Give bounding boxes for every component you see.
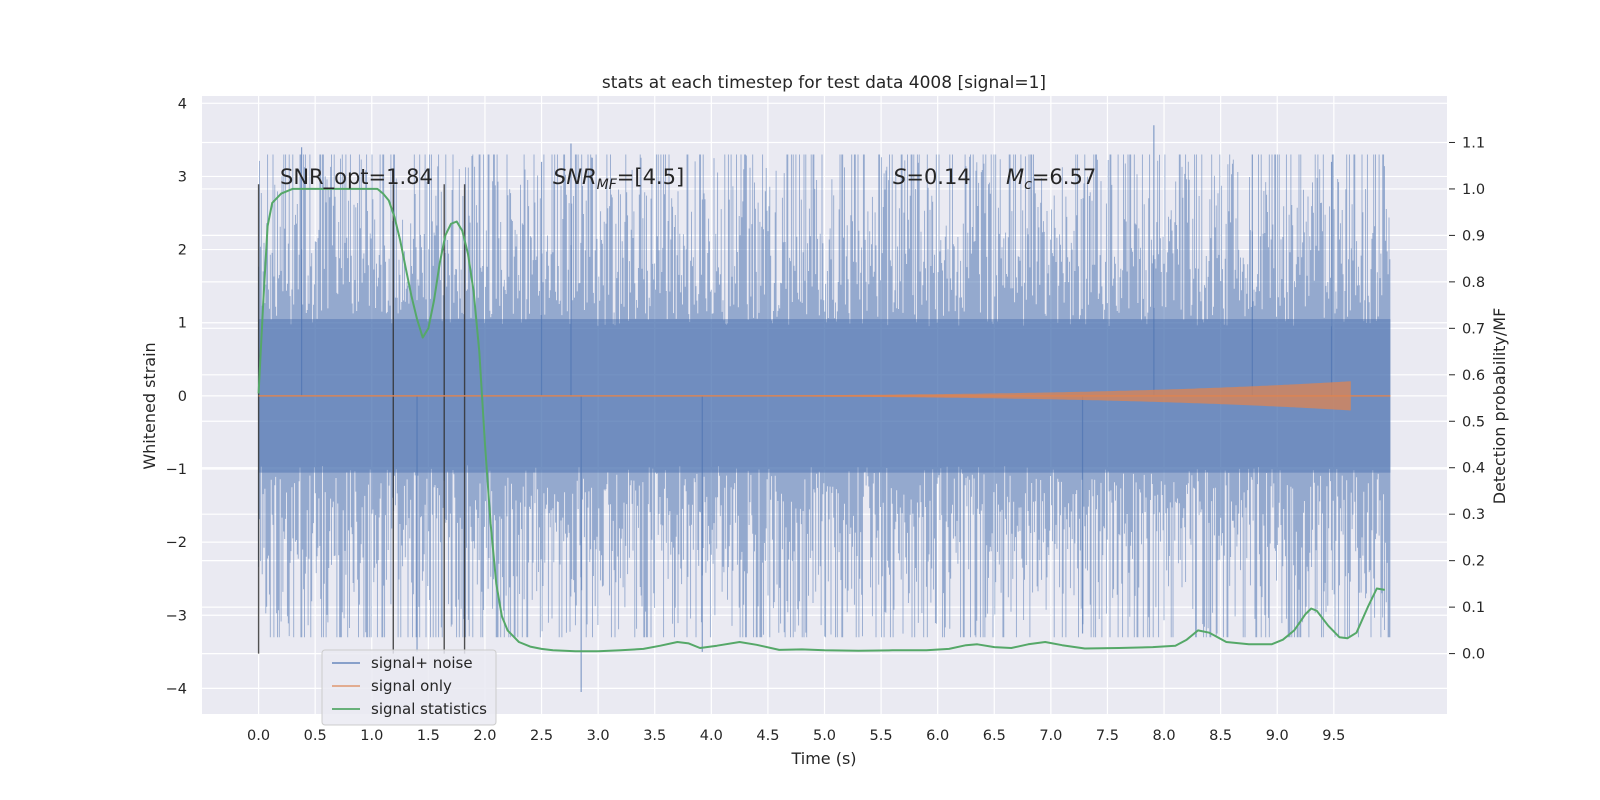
s-annotation: S=0.14 (893, 165, 971, 189)
snr-mf-value: =[4.5] (617, 165, 684, 189)
snr-opt-annotation: SNR_opt=1.84 (280, 165, 433, 190)
x-tick-label: 0.0 (247, 728, 270, 744)
annotations: SNR_opt=1.84 SNRMF=[4.5] S=0.14 Mc=6.57 (280, 165, 1096, 193)
x-tick-label: 6.0 (926, 728, 949, 744)
y-tick-label: 1 (178, 316, 187, 332)
x-tick-label: 5.5 (870, 728, 893, 744)
chirp-envelope (258, 381, 1351, 411)
x-tick-label: 5.0 (813, 728, 836, 744)
x-tick-label: 9.0 (1266, 728, 1289, 744)
y-tick-label: −2 (166, 535, 187, 551)
snr-mf-symbol: SNR (553, 165, 597, 189)
x-tick-label: 9.5 (1322, 728, 1345, 744)
x-tick-label: 2.5 (530, 728, 553, 744)
y-axis-label: Whitened strain (140, 342, 159, 469)
snr-mf-annotation: SNRMF=[4.5] (553, 165, 684, 193)
chart-title: stats at each timestep for test data 400… (602, 73, 1046, 93)
y2-axis-label: Detection probability/MF (1490, 308, 1509, 505)
signal-only-series (258, 381, 1391, 411)
y-tick-label: 3 (178, 169, 187, 185)
x-tick-label: 8.5 (1209, 728, 1232, 744)
y2-tick-label: 0.2 (1462, 554, 1485, 570)
y-tick-label: −3 (166, 608, 187, 624)
y-axis-ticks: 4 3 2 1 0 −1 −2 −3 −4 (166, 96, 187, 697)
y-tick-label: 0 (178, 389, 187, 405)
y2-tick-label: 0.7 (1462, 321, 1485, 337)
legend-box (321, 649, 497, 726)
legend-label-signal-only: signal only (371, 677, 452, 695)
y2-tick-label: 0.6 (1462, 368, 1485, 384)
y2-tick-label: 0.8 (1462, 275, 1485, 291)
legend-label-signal-statistics: signal statistics (371, 700, 487, 718)
y2-tick-label: 0.0 (1462, 647, 1485, 663)
x-tick-label: 7.5 (1096, 728, 1119, 744)
y-tick-label: 4 (178, 96, 187, 112)
y-tick-label: 2 (178, 243, 187, 259)
x-tick-label: 3.0 (587, 728, 610, 744)
mc-value: =6.57 (1032, 165, 1096, 189)
x-tick-label: 2.0 (473, 728, 496, 744)
signal-statistics-series (257, 187, 1385, 653)
legend: signal+ noise signal only signal statist… (321, 649, 497, 726)
vertical-marker-lines (257, 184, 466, 654)
y2-axis-ticks: 1.1 1.0 0.9 0.8 0.7 0.6 0.5 0.4 0.3 0.2 0.1 0.0 (1449, 135, 1485, 663)
s-symbol: S (893, 165, 906, 189)
x-tick-label: 4.0 (700, 728, 723, 744)
x-tick-label: 4.5 (756, 728, 779, 744)
x-tick-label: 8.0 (1153, 728, 1176, 744)
legend-label-noise: signal+ noise (371, 654, 473, 672)
s-value: =0.14 (906, 165, 970, 189)
y2-tick-label: 1.0 (1462, 182, 1485, 198)
y2-tick-label: 0.4 (1462, 461, 1485, 477)
mc-symbol: M (1006, 165, 1024, 189)
mc-annotation: Mc=6.57 (1006, 165, 1096, 193)
x-tick-label: 1.5 (417, 728, 440, 744)
y2-tick-label: 1.1 (1462, 135, 1485, 151)
mc-subscript: c (1024, 177, 1032, 193)
snr-mf-subscript: MF (597, 177, 618, 193)
y2-tick-label: 0.1 (1462, 600, 1485, 616)
y2-tick-label: 0.9 (1462, 228, 1485, 244)
y-tick-label: −4 (166, 681, 187, 697)
x-axis-ticks: 0.0 0.5 1.0 1.5 2.0 2.5 3.0 3.5 4.0 4.5 5.0 5.5 6.0 6… (247, 728, 1345, 744)
x-tick-label: 7.0 (1039, 728, 1062, 744)
signal-statistics-line (257, 187, 1385, 653)
x-tick-label: 1.0 (360, 728, 383, 744)
y2-tick-label: 0.3 (1462, 507, 1485, 523)
y2-tick-label: 0.5 (1462, 414, 1485, 430)
x-axis-label: Time (s) (790, 749, 856, 768)
x-tick-label: 3.5 (643, 728, 666, 744)
y-tick-label: −1 (166, 462, 187, 478)
x-tick-label: 6.5 (983, 728, 1006, 744)
x-tick-label: 0.5 (304, 728, 327, 744)
